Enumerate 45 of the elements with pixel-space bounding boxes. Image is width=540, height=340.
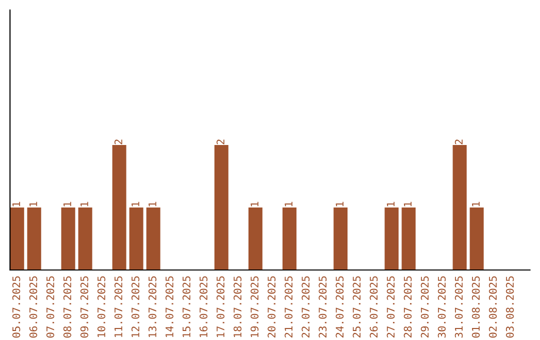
data-label: 1: [132, 202, 140, 206]
data-label: 1: [386, 202, 395, 206]
x-tick-label: 01.08.2025: [472, 276, 480, 338]
data-label: 1: [284, 202, 292, 206]
x-tick-label: 13.07.2025: [148, 276, 156, 338]
x-tick-label: 08.07.2025: [63, 276, 72, 338]
x-tick-label: 25.07.2025: [352, 276, 361, 338]
x-tick-label: 06.07.2025: [29, 276, 38, 338]
x-tick-label: 09.07.2025: [80, 276, 88, 338]
x-tick-label: 10.07.2025: [97, 276, 106, 338]
x-tick-label: 28.07.2025: [404, 276, 412, 338]
x-tick-label: 19.07.2025: [250, 276, 258, 338]
x-tick-label: 14.07.2025: [166, 276, 174, 338]
x-tick-label: 30.07.2025: [438, 276, 446, 338]
data-label: 1: [148, 202, 156, 206]
x-tick-label: 24.07.2025: [336, 276, 344, 338]
x-tick-label: 16.07.2025: [200, 276, 208, 338]
x-tick-label: 20.07.2025: [268, 276, 276, 338]
x-tick-label: 02.08.2025: [488, 276, 497, 338]
x-tick-label: 03.08.2025: [506, 276, 514, 338]
x-tick-label: 07.07.2025: [46, 276, 54, 338]
x-tick-label: 18.07.2025: [234, 276, 242, 338]
data-label: 1: [80, 202, 88, 206]
x-tick-label: 26.07.2025: [370, 276, 378, 338]
data-label: 2: [454, 140, 463, 144]
data-label: 1: [29, 202, 38, 206]
data-label: 2: [216, 140, 224, 144]
data-label: 1: [472, 202, 480, 206]
x-tick-label: 21.07.2025: [284, 276, 293, 338]
x-tick-label: 15.07.2025: [182, 276, 190, 338]
data-label: 1: [250, 202, 258, 206]
data-label: 1: [12, 202, 20, 206]
x-tick-label: 22.07.2025: [302, 276, 310, 338]
x-tick-label: 17.07.2025: [216, 276, 224, 338]
data-label: 1: [64, 202, 72, 206]
x-tick-label: 29.07.2025: [420, 276, 429, 338]
x-tick-label: 23.07.2025: [318, 276, 327, 338]
data-label: 1: [404, 202, 412, 206]
x-tick-label: 05.07.2025: [12, 276, 20, 338]
x-tick-label: 12.07.2025: [131, 276, 140, 338]
x-tick-label: 31.07.2025: [454, 276, 463, 338]
data-label: 2: [114, 140, 122, 144]
x-tick-label: 11.07.2025: [114, 276, 122, 338]
data-label: 1: [336, 202, 344, 206]
x-tick-label: 27.07.2025: [386, 276, 395, 338]
